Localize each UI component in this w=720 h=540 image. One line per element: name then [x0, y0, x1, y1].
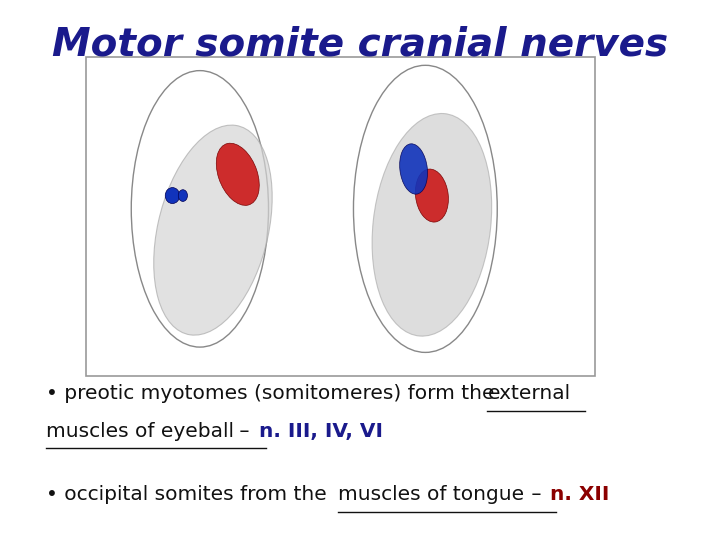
Ellipse shape [354, 65, 498, 353]
Ellipse shape [400, 144, 428, 194]
Text: Motor somite cranial nerves: Motor somite cranial nerves [52, 25, 668, 63]
Ellipse shape [166, 187, 179, 204]
Ellipse shape [372, 113, 492, 336]
Text: –: – [525, 485, 548, 504]
Text: –: – [233, 422, 256, 441]
Text: • preotic myotomes (somitomeres) form the: • preotic myotomes (somitomeres) form th… [46, 384, 501, 403]
Bar [86, 57, 595, 376]
Text: muscles of eyeball: muscles of eyeball [46, 422, 234, 441]
Text: n. XII: n. XII [549, 485, 609, 504]
Ellipse shape [415, 169, 449, 222]
Text: external: external [487, 384, 570, 403]
Text: • occipital somites from the: • occipital somites from the [46, 485, 333, 504]
Ellipse shape [131, 71, 269, 347]
Ellipse shape [154, 125, 272, 335]
Text: muscles of tongue: muscles of tongue [338, 485, 524, 504]
Text: n. III, IV, VI: n. III, IV, VI [258, 422, 383, 441]
Ellipse shape [179, 190, 187, 201]
Ellipse shape [216, 143, 259, 205]
